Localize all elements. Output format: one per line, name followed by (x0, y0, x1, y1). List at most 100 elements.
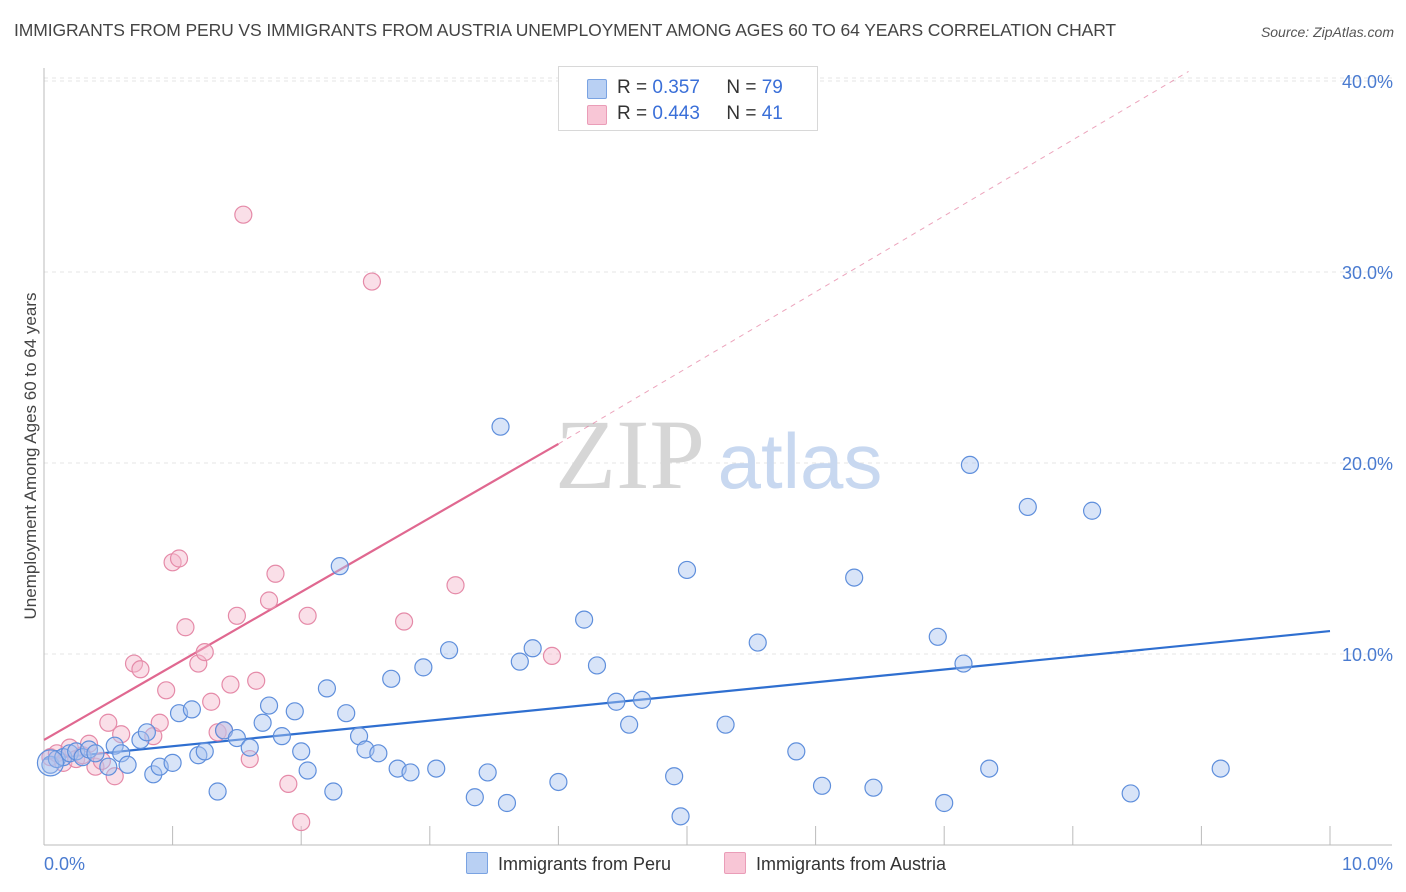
x-tick-label: 0.0% (44, 854, 85, 874)
point-austria (292, 812, 311, 832)
legend-r-peru: 0.357 (652, 77, 700, 98)
point-austria (247, 671, 266, 690)
point-austria (298, 606, 317, 625)
point-austria (266, 564, 285, 583)
watermark: ZIP atlas (555, 399, 882, 510)
legend-swatch-austria (587, 105, 607, 125)
point-peru (787, 742, 806, 761)
y-tick-label: 30.0% (1342, 263, 1393, 283)
point-austria (157, 681, 176, 700)
point-peru (137, 723, 156, 742)
point-peru (227, 728, 246, 748)
point-peru (401, 763, 420, 782)
point-peru (928, 627, 947, 646)
point-austria (169, 549, 189, 568)
point-peru (632, 690, 652, 709)
point-peru (671, 807, 690, 826)
point-peru (208, 782, 227, 801)
trend-line-austria (43, 442, 559, 741)
y-tick-label: 10.0% (1342, 645, 1393, 665)
legend-n-austria: 41 (761, 103, 783, 124)
point-austria (150, 713, 169, 732)
point-austria (221, 675, 240, 694)
point-austria (279, 774, 298, 793)
point-peru (324, 782, 343, 801)
bottom-legend-label-austria: Immigrants from Austria (756, 854, 947, 874)
point-peru (330, 557, 349, 576)
point-peru (587, 656, 607, 675)
point-austria (202, 692, 221, 711)
point-austria (234, 205, 253, 224)
point-peru (317, 679, 337, 698)
bottom-legend-label-peru: Immigrants from Peru (498, 854, 672, 874)
point-peru (292, 742, 311, 761)
point-austria (208, 723, 227, 742)
point-austria (542, 646, 562, 666)
tick-labels: 10.0% 20.0% 30.0% 40.0% 0.0% 10.0% (44, 72, 1393, 874)
point-peru (144, 765, 163, 784)
point-peru (665, 767, 684, 786)
bottom-legend-swatch-peru (466, 852, 488, 874)
trend-lines (43, 71, 1331, 761)
point-austria (227, 606, 246, 625)
watermark-atlas: atlas (718, 417, 883, 505)
x-tick-label: 10.0% (1342, 854, 1393, 874)
point-austria (394, 612, 414, 631)
point-peru (439, 641, 459, 660)
legend-n-label: N = (726, 103, 757, 124)
point-peru (195, 742, 214, 761)
point-peru (414, 658, 433, 677)
legend-r-label: R = (617, 103, 648, 124)
point-peru (337, 704, 356, 723)
point-peru (298, 761, 317, 780)
point-austria (105, 767, 124, 786)
point-peru (253, 713, 272, 732)
point-peru (980, 759, 999, 778)
legend-n-peru: 79 (761, 77, 783, 98)
point-peru (935, 793, 954, 813)
point-peru (240, 738, 259, 757)
bottom-legend-austria: Immigrants from Austria (724, 852, 946, 875)
bottom-legend-peru: Immigrants from Peru (466, 852, 671, 875)
point-peru (86, 744, 105, 763)
point-peru (1018, 497, 1037, 517)
point-austria (362, 272, 382, 291)
point-peru (716, 715, 735, 734)
point-peru (369, 744, 388, 763)
point-austria (446, 576, 465, 595)
point-austria (189, 654, 208, 673)
point-peru (182, 700, 201, 719)
data-points (36, 205, 1230, 832)
point-peru (465, 788, 484, 807)
point-peru (748, 633, 767, 652)
point-peru (163, 753, 182, 772)
point-peru (427, 759, 446, 778)
point-peru (99, 757, 118, 776)
trend-line-peru (43, 629, 1331, 761)
point-peru (1211, 759, 1230, 778)
point-peru (523, 639, 542, 658)
bottom-legend-swatch-austria (724, 852, 746, 874)
trend-extension-austria (558, 71, 1189, 445)
watermark-zip: ZIP (555, 399, 705, 510)
point-austria (259, 591, 279, 610)
point-peru (960, 455, 980, 475)
legend-n-label: N = (726, 77, 757, 98)
point-peru (812, 776, 832, 795)
point-peru (491, 417, 510, 436)
point-peru (259, 696, 279, 715)
legend-r-label: R = (617, 77, 648, 98)
grid-lines (44, 77, 1392, 655)
point-austria (99, 713, 118, 732)
point-austria (176, 618, 195, 637)
point-peru (575, 610, 594, 629)
point-peru (607, 692, 626, 711)
y-tick-label: 20.0% (1342, 454, 1393, 474)
point-austria (112, 725, 131, 744)
point-peru (118, 755, 137, 774)
point-peru (497, 793, 517, 813)
legend-swatch-peru (587, 79, 607, 99)
point-peru-large (36, 749, 65, 777)
y-tick-label: 40.0% (1342, 72, 1393, 92)
